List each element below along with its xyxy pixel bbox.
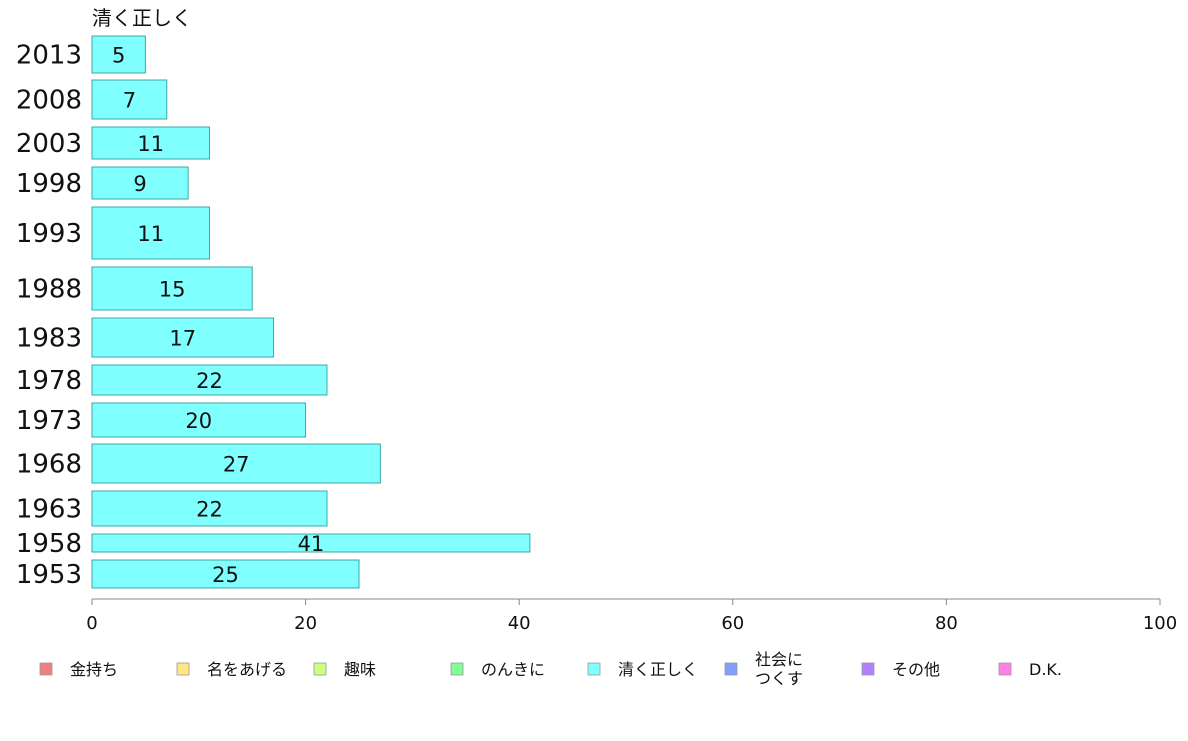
chart-title: 清く正しく	[92, 6, 192, 30]
x-tick-label: 40	[508, 613, 531, 634]
bar-value-label: 22	[196, 369, 223, 393]
year-label: 1993	[16, 219, 82, 249]
legend-label: 金持ち	[70, 660, 118, 679]
bar	[91, 533, 531, 553]
bar-value-label: 7	[123, 89, 136, 113]
legend-swatch	[450, 662, 464, 676]
bar	[91, 126, 210, 160]
legend-label: のんきに	[481, 660, 545, 679]
bar	[91, 317, 275, 358]
bar	[91, 490, 328, 527]
legend-label: 趣味	[344, 660, 376, 679]
year-label: 1958	[16, 529, 82, 559]
bar	[91, 402, 307, 438]
bar	[91, 206, 210, 260]
legend-swatch	[998, 662, 1012, 676]
year-label: 1983	[16, 324, 82, 354]
legend-label: 名をあげる	[207, 660, 287, 679]
bar-value-label: 20	[185, 409, 212, 433]
bar-value-label: 25	[212, 563, 239, 587]
bar	[91, 266, 253, 311]
bar	[91, 166, 189, 200]
bar-value-label: 22	[196, 498, 223, 522]
legend-swatch	[587, 662, 601, 676]
bar-value-label: 11	[137, 222, 164, 246]
legend-swatch	[39, 662, 53, 676]
bar-value-label: 9	[133, 172, 146, 196]
year-label: 1978	[16, 366, 82, 396]
year-label: 2003	[16, 129, 82, 159]
bar	[91, 79, 168, 120]
year-label: 2013	[16, 41, 82, 71]
bar-value-label: 5	[112, 44, 125, 68]
bar-value-label: 11	[137, 132, 164, 156]
bar-value-label: 27	[223, 453, 250, 477]
bar	[91, 443, 381, 484]
year-label: 1988	[16, 275, 82, 305]
legend-label: D.K.	[1029, 660, 1062, 679]
bars-layer: 2013 5 2008 7 2003 11 1998 9 1993 11 1988 15 1983 17 1…	[16, 35, 531, 590]
x-tick-label: 80	[935, 613, 958, 634]
x-tick-label: 20	[294, 613, 317, 634]
legend-swatch	[724, 662, 738, 676]
year-label: 1963	[16, 495, 82, 525]
legend-swatch	[313, 662, 327, 676]
legend-swatch	[176, 662, 190, 676]
legend-label: その他	[892, 660, 940, 679]
x-tick-label: 100	[1143, 613, 1177, 634]
legend-label: 清く正しく	[618, 660, 698, 679]
bar-value-label: 17	[169, 327, 196, 351]
bar-value-label: 41	[298, 532, 325, 556]
year-label: 1953	[16, 560, 82, 590]
year-label: 1973	[16, 406, 82, 436]
x-axis: 0 20 40 60 80 100	[86, 598, 1177, 634]
x-tick-label: 60	[721, 613, 744, 634]
legend-label: 社会につくす	[755, 650, 803, 688]
x-tick-label: 0	[86, 613, 97, 634]
bar	[91, 559, 360, 589]
legend-swatch	[861, 662, 875, 676]
year-label: 1998	[16, 169, 82, 199]
legend: 金持ち 名をあげる 趣味 のんきに 清く正しく 社会につくす その他 D.K.	[39, 650, 1062, 688]
bar-value-label: 15	[159, 278, 186, 302]
bar	[91, 364, 328, 396]
year-label: 2008	[16, 86, 82, 116]
bar	[91, 35, 146, 74]
year-label: 1968	[16, 450, 82, 480]
